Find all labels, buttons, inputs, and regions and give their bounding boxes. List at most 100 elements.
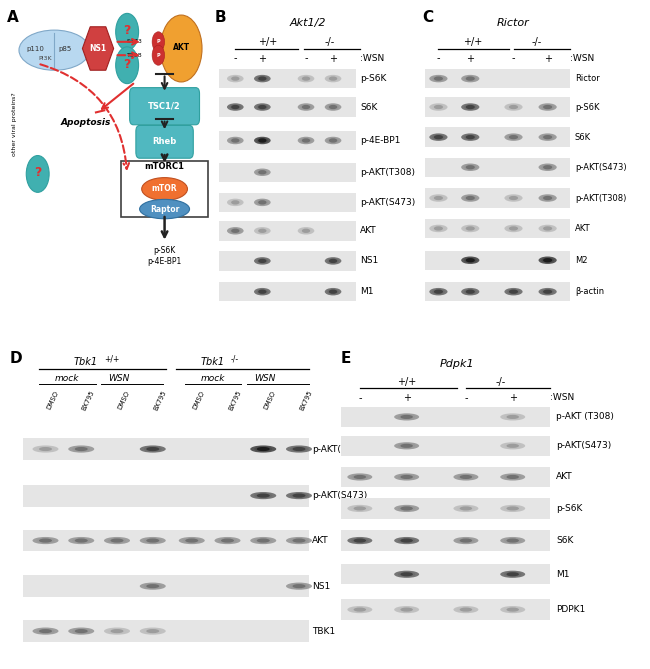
Ellipse shape <box>402 444 411 448</box>
Text: p110: p110 <box>27 45 45 52</box>
Text: p-4E-BP1: p-4E-BP1 <box>360 136 400 145</box>
Bar <box>23 438 309 460</box>
Ellipse shape <box>227 103 244 111</box>
Bar <box>23 484 309 506</box>
Ellipse shape <box>140 628 166 635</box>
Ellipse shape <box>429 288 447 296</box>
Ellipse shape <box>507 289 520 294</box>
Ellipse shape <box>467 136 474 138</box>
Ellipse shape <box>434 135 443 139</box>
Text: Tbk1: Tbk1 <box>200 357 224 367</box>
Bar <box>23 575 309 597</box>
Ellipse shape <box>258 105 266 109</box>
Ellipse shape <box>500 505 525 512</box>
Ellipse shape <box>286 446 312 453</box>
Ellipse shape <box>329 259 337 263</box>
Text: +/+: +/+ <box>258 37 277 47</box>
Text: A: A <box>6 10 18 25</box>
Ellipse shape <box>232 229 239 232</box>
Ellipse shape <box>541 134 554 140</box>
Text: WSN: WSN <box>254 374 276 383</box>
Ellipse shape <box>76 630 86 633</box>
Ellipse shape <box>148 539 158 542</box>
Ellipse shape <box>394 413 419 421</box>
Ellipse shape <box>461 194 480 202</box>
Text: BX795: BX795 <box>227 389 242 411</box>
Text: AKT: AKT <box>575 224 591 233</box>
FancyBboxPatch shape <box>136 126 193 159</box>
Ellipse shape <box>231 138 239 142</box>
Ellipse shape <box>292 447 306 451</box>
Ellipse shape <box>506 506 519 510</box>
Ellipse shape <box>506 572 519 576</box>
Ellipse shape <box>232 139 239 142</box>
Ellipse shape <box>298 103 315 111</box>
Ellipse shape <box>329 105 337 109</box>
Ellipse shape <box>222 539 233 542</box>
Ellipse shape <box>509 135 518 139</box>
Ellipse shape <box>290 538 308 543</box>
Ellipse shape <box>257 76 268 81</box>
Ellipse shape <box>504 194 523 202</box>
Ellipse shape <box>40 630 51 633</box>
Circle shape <box>26 156 49 193</box>
Ellipse shape <box>461 103 480 111</box>
Ellipse shape <box>460 475 472 479</box>
Ellipse shape <box>254 169 270 176</box>
Text: -: - <box>233 54 237 64</box>
Ellipse shape <box>500 474 525 480</box>
Ellipse shape <box>231 200 239 205</box>
Ellipse shape <box>541 258 554 263</box>
Text: S6K: S6K <box>575 132 591 142</box>
Ellipse shape <box>541 195 554 201</box>
Text: NS1: NS1 <box>360 256 378 266</box>
Ellipse shape <box>229 138 241 143</box>
Ellipse shape <box>257 447 270 451</box>
Ellipse shape <box>434 226 443 231</box>
Text: ?: ? <box>124 24 131 37</box>
Ellipse shape <box>398 444 415 448</box>
Text: p-AKT(T308): p-AKT(T308) <box>360 168 415 177</box>
Text: -: - <box>358 393 361 403</box>
Ellipse shape <box>543 105 552 109</box>
Ellipse shape <box>40 448 51 450</box>
Bar <box>425 219 571 238</box>
Ellipse shape <box>347 537 372 544</box>
Ellipse shape <box>454 474 478 480</box>
Ellipse shape <box>32 446 58 453</box>
FancyArrowPatch shape <box>40 64 129 169</box>
Ellipse shape <box>434 290 443 294</box>
Ellipse shape <box>461 163 480 171</box>
Text: +: + <box>466 54 474 64</box>
Ellipse shape <box>148 585 158 587</box>
Ellipse shape <box>510 290 517 293</box>
Ellipse shape <box>258 200 266 205</box>
Ellipse shape <box>500 606 525 613</box>
Ellipse shape <box>351 538 369 543</box>
Ellipse shape <box>39 539 52 543</box>
Ellipse shape <box>461 133 480 141</box>
Ellipse shape <box>500 442 525 450</box>
Ellipse shape <box>214 537 240 544</box>
Ellipse shape <box>76 448 86 450</box>
Ellipse shape <box>254 75 270 82</box>
Ellipse shape <box>75 447 88 451</box>
Text: β-actin: β-actin <box>575 287 604 296</box>
Ellipse shape <box>461 288 480 296</box>
Ellipse shape <box>544 227 551 230</box>
Ellipse shape <box>467 166 474 169</box>
Ellipse shape <box>504 133 523 141</box>
Ellipse shape <box>232 106 239 108</box>
Ellipse shape <box>327 76 339 81</box>
Ellipse shape <box>460 506 472 510</box>
Ellipse shape <box>506 415 519 419</box>
Ellipse shape <box>467 259 474 262</box>
Bar <box>425 250 571 270</box>
Ellipse shape <box>400 415 413 419</box>
Ellipse shape <box>259 201 266 204</box>
Ellipse shape <box>221 539 234 543</box>
Ellipse shape <box>250 446 276 453</box>
Text: +: + <box>509 393 517 403</box>
Text: -: - <box>437 54 440 64</box>
Ellipse shape <box>72 538 90 543</box>
